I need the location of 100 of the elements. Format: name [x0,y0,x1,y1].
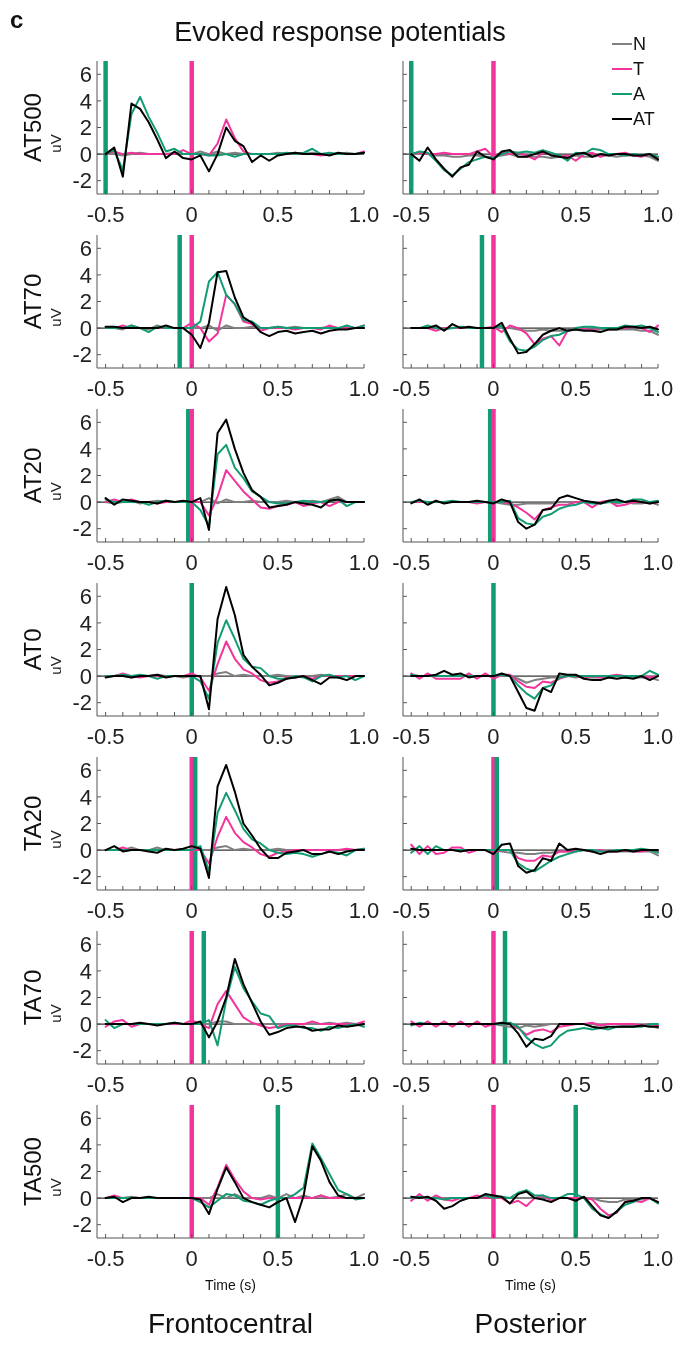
x-tick-label: 0 [185,550,198,575]
y-tick-label: -2 [72,168,92,194]
x-tick-label: 1.0 [642,724,674,749]
x-tick-label: 1.0 [348,1246,380,1271]
x-tick-label: 0 [487,898,500,923]
x-tick-label: -0.5 [392,202,431,227]
y-axis-title: uV [47,134,64,153]
x-tick-label: -0.5 [86,1072,125,1097]
y-tick-label: 6 [79,62,92,87]
x-tick-label: 0 [487,1072,500,1097]
x-tick-label: -0.5 [392,1072,431,1097]
x-tick-label: 0.5 [560,376,592,401]
y-tick-label: -2 [72,342,92,368]
text: AT20 [19,447,46,504]
x-tick-label: 1.0 [348,376,380,401]
y-axis-title: uV [47,830,64,849]
y-tick-label: 0 [79,663,92,689]
y-tick-label: -2 [72,516,92,542]
text: c [10,6,24,33]
x-tick-label: 0 [185,376,198,401]
y-axis-title: uV [47,656,64,675]
x-tick-label: -0.5 [86,376,125,401]
legend-label: A [633,84,646,105]
y-tick-label: 2 [79,1159,92,1185]
y-tick-label: 4 [79,610,92,636]
x-tick-label: 0 [487,376,500,401]
x-tick-label: -0.5 [392,376,431,401]
y-tick-label: 4 [79,262,92,288]
x-tick-label: 0.5 [262,202,294,227]
y-tick-label: 4 [79,958,92,984]
x-tick-label: 0.5 [560,202,592,227]
x-tick-label: -0.5 [86,550,125,575]
x-tick-label: -0.5 [392,1246,431,1271]
x-tick-label: 0 [487,550,500,575]
x-tick-label: 0.5 [262,898,294,923]
x-tick-label: 0 [487,724,500,749]
x-tick-label: -0.5 [86,898,125,923]
x-tick-label: 0.5 [262,1246,294,1271]
y-tick-label: 6 [79,1106,92,1131]
y-tick-label: 4 [79,436,92,462]
y-tick-label: 0 [79,1185,92,1211]
y-tick-label: -2 [72,1212,92,1238]
text: TA20 [19,795,46,852]
y-tick-label: 4 [79,784,92,810]
text: AT0 [19,628,46,671]
text: AT70 [19,273,46,330]
y-tick-label: 0 [79,489,92,515]
y-tick-label: 6 [79,758,92,783]
y-tick-label: 2 [79,289,92,315]
x-tick-label: 0 [185,202,198,227]
y-tick-label: 6 [79,932,92,957]
x-tick-label: -0.5 [86,724,125,749]
y-tick-label: -2 [72,864,92,890]
text: Posterior [474,1308,587,1339]
legend-label: AT [633,109,655,130]
y-tick-label: 6 [79,236,92,261]
x-tick-label: 1.0 [348,550,380,575]
x-tick-label: 1.0 [348,898,380,923]
x-tick-label: 0.5 [262,724,294,749]
legend-label: T [633,59,644,80]
x-tick-label: 0 [185,898,198,923]
y-tick-label: 4 [79,1132,92,1158]
text: Frontocentral [148,1308,313,1339]
y-tick-label: 2 [79,637,92,663]
text: TA70 [19,969,46,1026]
y-axis-title: uV [47,1004,64,1023]
y-axis-title: uV [47,482,64,501]
y-tick-label: 4 [79,88,92,114]
text: TA500 [19,1137,46,1206]
text: Evoked response potentials [174,17,506,47]
x-tick-label: 0.5 [560,724,592,749]
y-tick-label: 2 [79,985,92,1011]
x-tick-label: 1.0 [348,724,380,749]
x-tick-label: -0.5 [392,550,431,575]
x-tick-label: -0.5 [86,1246,125,1271]
x-tick-label: -0.5 [392,898,431,923]
x-tick-label: 0.5 [262,550,294,575]
x-tick-label: 0 [185,724,198,749]
legend-label: N [633,34,646,55]
x-tick-label: 1.0 [642,202,674,227]
y-tick-label: 0 [79,315,92,341]
text: AT500 [19,93,46,162]
x-tick-label: 0.5 [262,376,294,401]
y-tick-label: 2 [79,811,92,837]
x-tick-label: 0.5 [560,898,592,923]
x-tick-label: 0 [185,1246,198,1271]
x-tick-label: 1.0 [642,376,674,401]
y-tick-label: 2 [79,463,92,489]
y-axis-title: uV [47,308,64,327]
x-tick-label: -0.5 [86,202,125,227]
y-tick-label: 2 [79,115,92,141]
x-tick-label: 0 [487,1246,500,1271]
x-axis-title: Time (s) [205,1277,256,1293]
y-tick-label: 6 [79,410,92,435]
x-tick-label: 1.0 [642,898,674,923]
x-tick-label: 0 [185,1072,198,1097]
x-axis-title: Time (s) [505,1277,556,1293]
y-tick-label: -2 [72,1038,92,1064]
y-tick-label: -2 [72,690,92,716]
x-tick-label: 1.0 [642,1072,674,1097]
